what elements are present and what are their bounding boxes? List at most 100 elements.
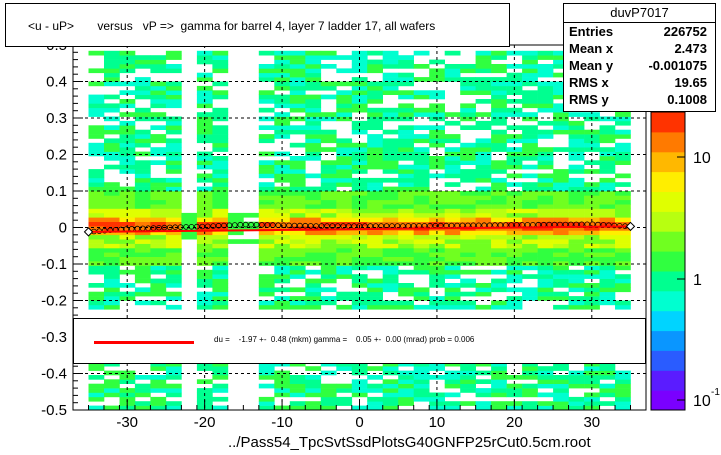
heatmap-cell [243, 239, 260, 244]
heatmap-cell [351, 221, 368, 227]
heatmap-cell [367, 234, 383, 240]
heatmap-cell [491, 103, 507, 109]
heatmap-cell [104, 388, 120, 393]
profile-point [248, 221, 254, 228]
heatmap-cell [212, 361, 229, 367]
heatmap-cell [351, 366, 368, 371]
heatmap-cell [212, 55, 229, 60]
y-tick-label: 0.3 [46, 110, 67, 127]
heatmap-cell [119, 204, 136, 209]
heatmap-cell [522, 116, 538, 122]
heatmap-cell [491, 247, 507, 253]
heatmap-cell [134, 221, 151, 227]
heatmap-cell [491, 252, 507, 257]
heatmap-cell [491, 55, 507, 60]
heatmap-cell [320, 252, 337, 257]
heatmap-cell [537, 243, 554, 249]
heatmap-cell [615, 252, 631, 257]
heatmap-cell [522, 366, 538, 371]
heatmap-cell [336, 388, 353, 393]
heatmap-cell [104, 142, 120, 148]
heatmap-cell [584, 221, 600, 227]
heatmap-cell [367, 296, 383, 301]
heatmap-cell [382, 50, 399, 56]
stats-box: duvP7017 Entries 226752 Mean x 2.473 Mea… [563, 3, 716, 112]
heatmap-cell [429, 94, 445, 100]
stats-value: 19.65 [674, 75, 707, 90]
heatmap-cell [165, 296, 182, 301]
heatmap-cell [150, 112, 167, 117]
heatmap-cell [336, 99, 353, 104]
heatmap-cell [491, 278, 507, 284]
heatmap-cell [413, 212, 430, 218]
colorbar-swatch [651, 191, 685, 212]
y-tick-label: -0.4 [41, 366, 67, 383]
heatmap-cell [475, 177, 492, 183]
heatmap-cell [258, 90, 275, 95]
heatmap-cell [599, 296, 616, 301]
heatmap-cell [258, 138, 275, 144]
y-tick-label: -0.1 [41, 256, 67, 273]
colorbar-swatch [651, 251, 685, 272]
heatmap-cell [212, 304, 229, 310]
heatmap-cell [599, 239, 616, 244]
heatmap-cell [212, 226, 229, 231]
heatmap-cell [522, 151, 538, 157]
heatmap-cell [537, 64, 554, 69]
heatmap-cell [615, 212, 631, 218]
heatmap-cell [584, 112, 600, 117]
heatmap-cell [320, 112, 337, 117]
heatmap-cell [104, 59, 120, 65]
heatmap-cell [599, 208, 616, 214]
heatmap-cell [537, 173, 554, 179]
heatmap-cell [289, 129, 306, 135]
heatmap-cell [212, 147, 229, 152]
heatmap-cell [382, 366, 399, 371]
heatmap-cell [553, 147, 569, 152]
heatmap-cell [196, 112, 213, 117]
heatmap-cell [367, 160, 383, 165]
heatmap-cell [289, 99, 306, 104]
heatmap-cell [305, 107, 322, 113]
heatmap-cell [413, 221, 430, 227]
heatmap-cell [212, 247, 229, 253]
heatmap-cell [104, 156, 120, 161]
heatmap-cell [522, 72, 538, 78]
heatmap-cell [258, 208, 275, 214]
heatmap-cell [104, 68, 120, 74]
heatmap-cell [165, 383, 182, 389]
colorbar-swatch [651, 131, 685, 153]
heatmap-cell [568, 278, 585, 284]
heatmap-cell [568, 212, 585, 218]
heatmap-cell [212, 204, 229, 209]
heatmap-cell [413, 243, 430, 249]
heatmap-cell [444, 50, 461, 56]
heatmap-cell [88, 296, 105, 301]
heatmap-cell [537, 221, 554, 227]
heatmap-cell [119, 64, 136, 69]
heatmap-cell [615, 195, 631, 201]
heatmap-cell [305, 59, 322, 65]
heatmap-cell [537, 370, 554, 376]
heatmap-cell [212, 239, 229, 244]
heatmap-cell [289, 217, 306, 222]
heatmap-cell [305, 261, 322, 266]
heatmap-cell [88, 142, 105, 148]
heatmap-cell [615, 256, 631, 262]
heatmap-cell [150, 361, 167, 367]
heatmap-cell [196, 208, 213, 214]
heatmap-cell [491, 361, 507, 367]
heatmap-cell [615, 383, 631, 389]
heatmap-cell [212, 265, 229, 271]
heatmap-cell [104, 72, 120, 78]
heatmap-cell [150, 191, 167, 196]
heatmap-cell [615, 156, 631, 161]
heatmap-cell [460, 217, 476, 222]
heatmap-cell [351, 383, 368, 389]
heatmap-cell [212, 90, 229, 95]
heatmap-cell [491, 142, 507, 148]
heatmap-cell [351, 77, 368, 82]
heatmap-cell [568, 252, 585, 257]
heatmap-cell [320, 116, 337, 122]
heatmap-cell [289, 401, 306, 406]
